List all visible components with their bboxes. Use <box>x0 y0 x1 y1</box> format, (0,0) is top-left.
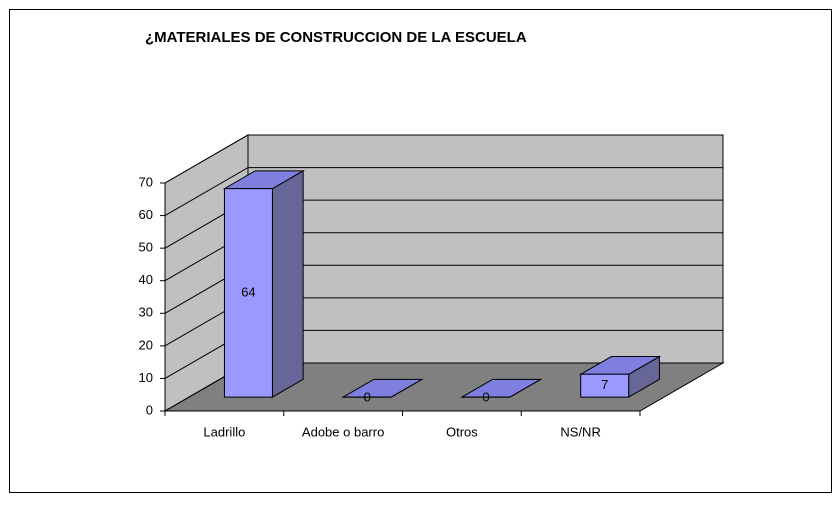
x-tick-label: Otros <box>446 424 478 439</box>
bar <box>578 355 662 398</box>
back-wall <box>247 134 724 364</box>
y-tick-label: 50 <box>139 240 153 255</box>
data-label: 7 <box>601 377 608 392</box>
bar <box>222 169 306 398</box>
bar <box>341 378 424 398</box>
data-label: 0 <box>364 390 371 405</box>
grid-line <box>164 167 723 217</box>
y-tick-label: 70 <box>139 174 153 189</box>
bar-side <box>271 169 304 398</box>
x-tick-label: Adobe o barro <box>302 424 384 439</box>
y-tick-label: 40 <box>139 272 153 287</box>
chart-title: ¿MATERIALES DE CONSTRUCCION DE LA ESCUEL… <box>145 29 527 46</box>
bar-front <box>580 373 630 398</box>
y-tick-label: 20 <box>139 337 153 352</box>
x-tick-label: Ladrillo <box>203 424 245 439</box>
x-tick-label: NS/NR <box>560 424 600 439</box>
data-label: 64 <box>241 284 255 299</box>
bar-front <box>223 188 273 398</box>
data-label: 0 <box>482 390 489 405</box>
y-tick-label: 60 <box>139 207 153 222</box>
y-tick-label: 10 <box>139 370 153 385</box>
bar <box>460 378 543 398</box>
grid-line <box>164 134 723 184</box>
y-tick-label: 0 <box>146 402 153 417</box>
y-tick-label: 30 <box>139 305 153 320</box>
